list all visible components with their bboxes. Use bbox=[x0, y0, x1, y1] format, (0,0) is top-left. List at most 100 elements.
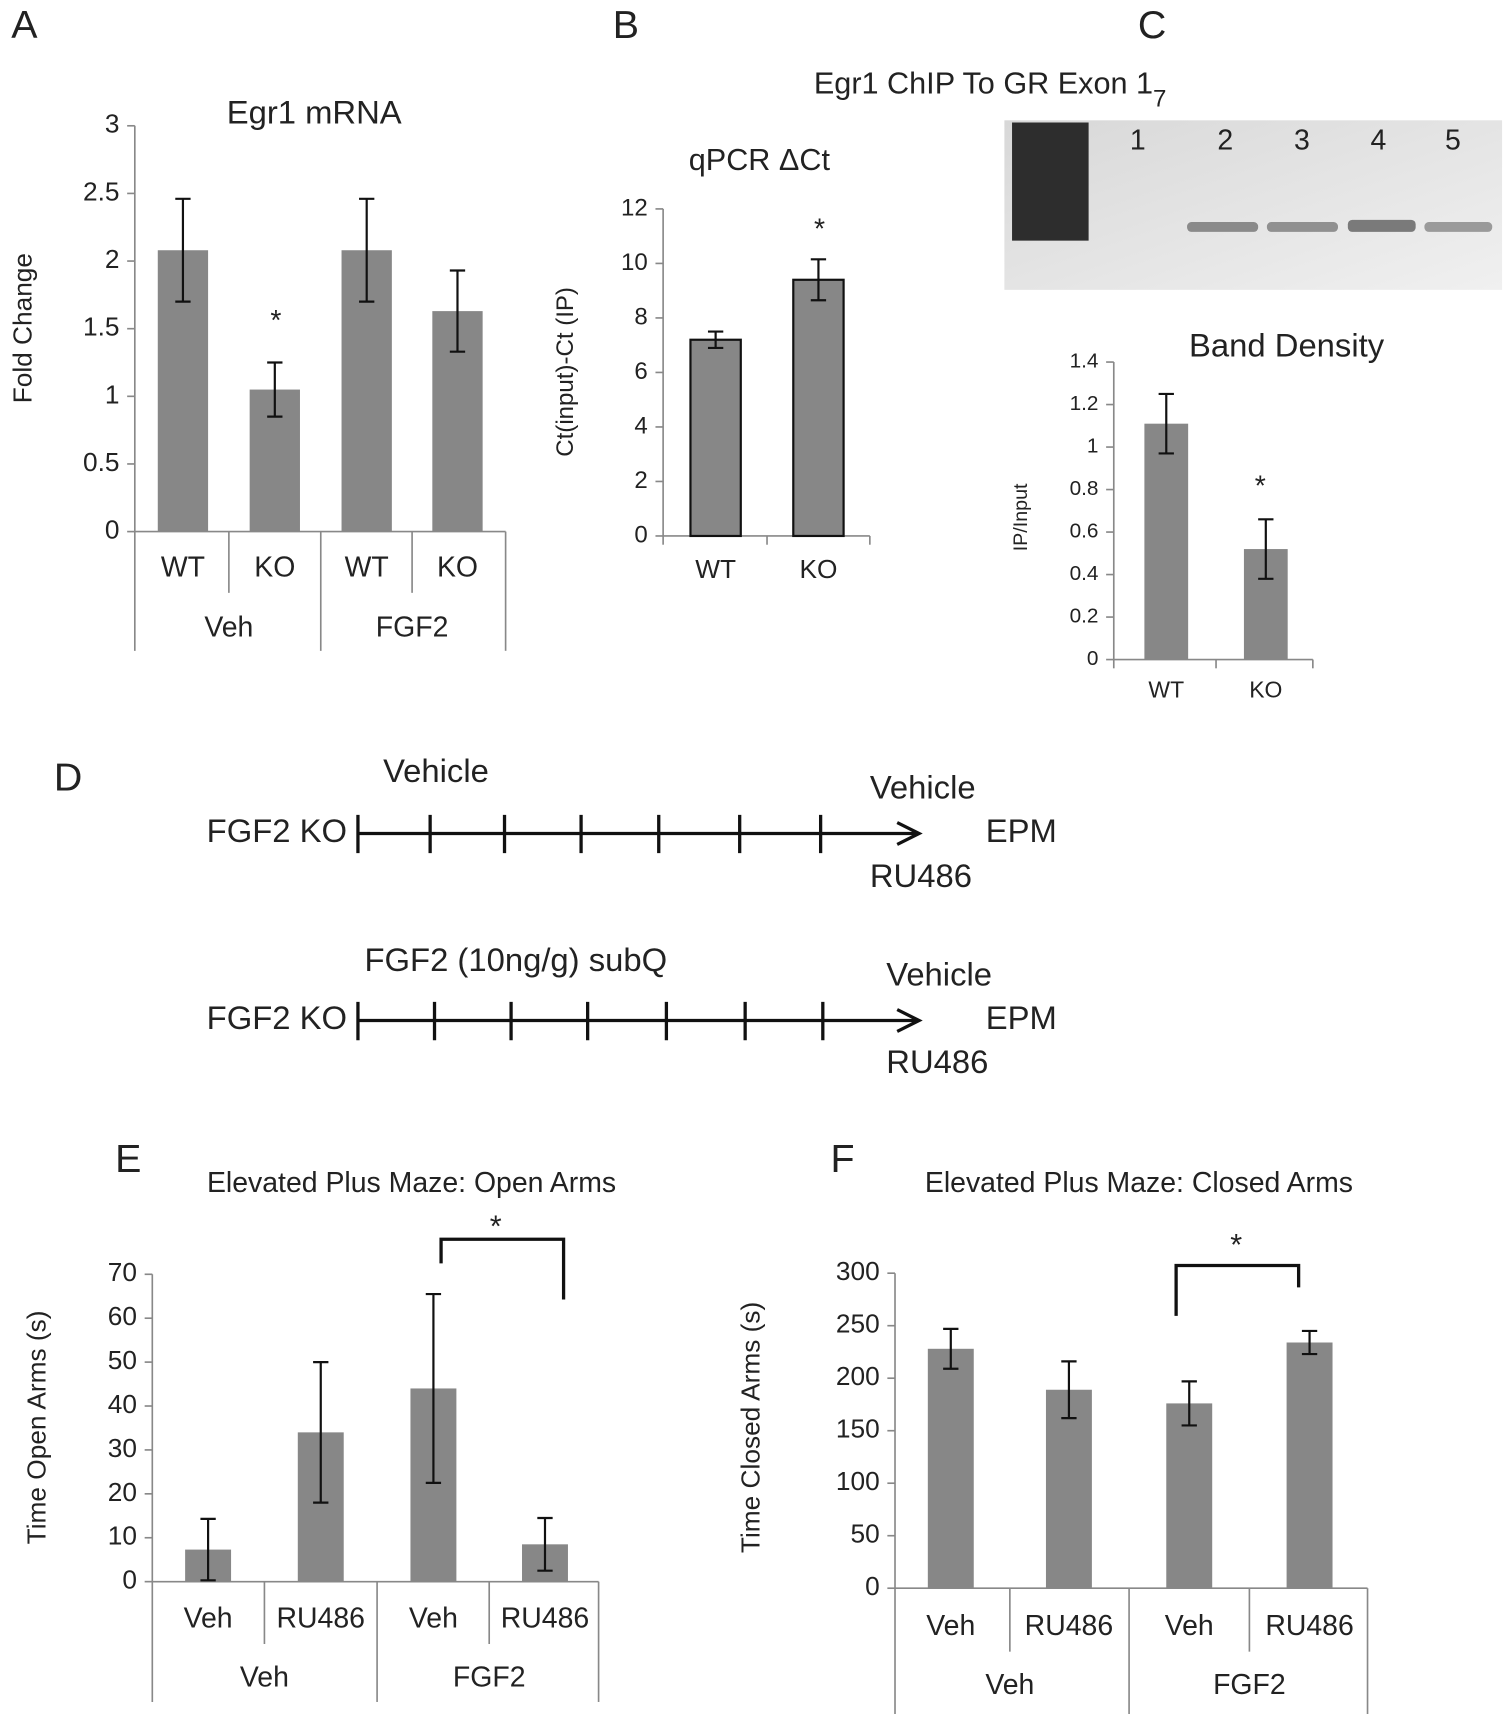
band bbox=[1424, 222, 1493, 232]
error-bar bbox=[313, 1361, 329, 1504]
error-bar bbox=[1258, 518, 1274, 580]
y-tick-label: 2.5 bbox=[83, 176, 120, 206]
y-tick-label: 10 bbox=[621, 249, 648, 276]
error-bar bbox=[810, 258, 827, 302]
timeline-endpoint: Vehicle bbox=[886, 955, 992, 992]
significance-marker: * bbox=[814, 213, 825, 245]
timeline-arrow bbox=[356, 814, 923, 854]
y-tick-label: 2 bbox=[634, 467, 647, 494]
timeline-treatment: Vehicle bbox=[383, 752, 489, 789]
y-tick-label: 0 bbox=[122, 1565, 137, 1595]
bar bbox=[1045, 1389, 1092, 1589]
timeline-endpoint: RU486 bbox=[870, 857, 972, 894]
x-tick-label: KO bbox=[437, 551, 478, 583]
error-bar bbox=[1181, 1380, 1197, 1427]
x-tick-label: RU486 bbox=[1265, 1610, 1353, 1642]
y-tick-label: 8 bbox=[634, 303, 647, 330]
y-axis-label: IP/Input bbox=[1010, 483, 1032, 551]
timeline-label: FGF2 KO bbox=[207, 812, 347, 849]
y-tick-label: 0 bbox=[634, 521, 647, 548]
panel-label: B bbox=[613, 3, 639, 47]
x-tick-label: WT bbox=[695, 554, 736, 584]
band bbox=[1187, 222, 1259, 232]
y-axis-label: Time Closed Arms (s) bbox=[736, 1302, 766, 1553]
error-bar bbox=[943, 1327, 959, 1370]
error-bar bbox=[1158, 392, 1174, 455]
chart-title: qPCR ΔCt bbox=[689, 143, 831, 177]
x-tick-label: RU486 bbox=[501, 1602, 589, 1634]
y-tick-label: 300 bbox=[836, 1256, 880, 1286]
x-tick-label: Veh bbox=[926, 1610, 975, 1642]
error-bar bbox=[537, 1516, 553, 1572]
lane-label: 5 bbox=[1445, 125, 1461, 157]
x-tick-label: KO bbox=[254, 551, 295, 583]
y-tick-label: 12 bbox=[621, 194, 648, 221]
chart-title: Band Density bbox=[1189, 327, 1385, 364]
bar bbox=[1166, 1403, 1213, 1589]
error-bar bbox=[707, 330, 724, 350]
error-bar bbox=[200, 1517, 216, 1582]
timeline-label: FGF2 KO bbox=[207, 999, 347, 1036]
y-tick-label: 0.4 bbox=[1070, 562, 1099, 585]
panel-label: A bbox=[11, 3, 38, 47]
y-tick-label: 150 bbox=[836, 1414, 880, 1444]
y-axis-label: Fold Change bbox=[7, 253, 37, 403]
x-tick-label: RU486 bbox=[277, 1602, 365, 1634]
group-label: FGF2 bbox=[1213, 1669, 1286, 1701]
error-bar bbox=[449, 269, 466, 353]
y-tick-label: 1 bbox=[1087, 435, 1099, 458]
y-tick-label: 100 bbox=[836, 1466, 880, 1496]
y-axis-label: Ct(input)-Ct (IP) bbox=[552, 287, 579, 457]
y-tick-label: 40 bbox=[108, 1389, 137, 1419]
panel-label: E bbox=[115, 1137, 141, 1181]
lane-label: 2 bbox=[1217, 125, 1233, 157]
chart-title: Egr1 mRNA bbox=[227, 94, 402, 131]
error-bar bbox=[175, 197, 191, 303]
chart-title: Elevated Plus Maze: Open Arms bbox=[207, 1167, 616, 1199]
lane-label: 1 bbox=[1130, 125, 1146, 157]
y-tick-label: 6 bbox=[634, 358, 647, 385]
y-tick-label: 1 bbox=[105, 379, 120, 409]
y-tick-label: 70 bbox=[108, 1257, 137, 1287]
bar bbox=[792, 278, 845, 538]
y-tick-label: 60 bbox=[108, 1301, 137, 1331]
group-label: FGF2 bbox=[453, 1662, 526, 1694]
x-tick-label: KO bbox=[1249, 676, 1282, 702]
lane-label: 3 bbox=[1294, 125, 1310, 157]
y-tick-label: 20 bbox=[108, 1477, 137, 1507]
y-tick-label: 0.8 bbox=[1070, 477, 1099, 500]
error-bar bbox=[1061, 1360, 1077, 1420]
panel-labels: A B C D E F bbox=[11, 3, 1166, 1181]
y-tick-label: 0.5 bbox=[83, 447, 120, 477]
significance-bracket bbox=[439, 1237, 566, 1300]
y-tick-label: 250 bbox=[836, 1309, 880, 1339]
y-tick-label: 1.4 bbox=[1070, 350, 1099, 373]
ladder bbox=[1012, 122, 1089, 241]
x-tick-label: Veh bbox=[1165, 1610, 1214, 1642]
chart-title: Elevated Plus Maze: Closed Arms bbox=[925, 1167, 1353, 1199]
bar bbox=[689, 338, 742, 538]
error-bar bbox=[359, 197, 375, 303]
y-tick-label: 0 bbox=[1087, 647, 1099, 670]
y-tick-label: 50 bbox=[850, 1519, 879, 1549]
x-tick-label: Veh bbox=[184, 1602, 233, 1634]
y-tick-label: 4 bbox=[634, 412, 647, 439]
group-label: Veh bbox=[204, 611, 253, 643]
error-bar bbox=[1301, 1329, 1318, 1356]
significance-marker: * bbox=[490, 1209, 502, 1243]
bar bbox=[1286, 1342, 1333, 1589]
gel-title-text: Egr1 ChIP To GR Exon 1 bbox=[814, 66, 1153, 100]
y-axis-label: Time Open Arms (s) bbox=[21, 1310, 51, 1544]
y-tick-label: 0 bbox=[105, 515, 120, 545]
timeline-treatment: FGF2 (10ng/g) subQ bbox=[365, 941, 668, 978]
significance-marker: * bbox=[1255, 470, 1266, 502]
y-tick-label: 2 bbox=[105, 244, 120, 274]
y-tick-label: 200 bbox=[836, 1361, 880, 1391]
timeline-endpoint: RU486 bbox=[886, 1043, 988, 1080]
panel-label: D bbox=[54, 755, 82, 799]
group-label: Veh bbox=[985, 1669, 1034, 1701]
y-tick-label: 30 bbox=[108, 1433, 137, 1463]
y-tick-label: 0.6 bbox=[1070, 520, 1099, 543]
